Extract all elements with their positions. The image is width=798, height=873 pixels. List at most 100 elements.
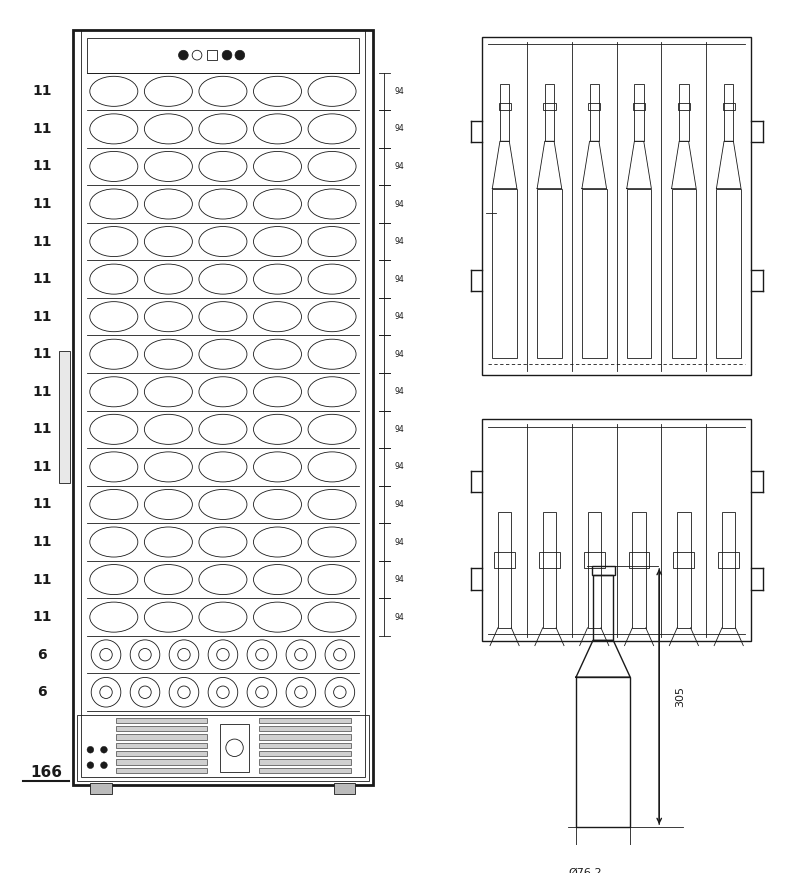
Bar (717, 189, 741, 358)
Bar (259, 767, 350, 773)
Text: 94: 94 (394, 388, 404, 396)
Text: 11: 11 (32, 160, 52, 174)
Bar (220, 724, 249, 772)
Bar (587, 512, 601, 628)
Text: 11: 11 (32, 272, 52, 286)
Text: 11: 11 (32, 423, 52, 436)
Text: 11: 11 (32, 573, 52, 587)
Bar (539, 552, 560, 567)
Bar (723, 103, 735, 110)
Text: 94: 94 (394, 500, 404, 509)
Bar (629, 552, 650, 567)
Bar (259, 743, 350, 748)
Circle shape (101, 762, 108, 768)
Bar (259, 751, 350, 756)
Text: 11: 11 (32, 347, 52, 361)
Bar (116, 760, 207, 765)
Bar (207, 50, 217, 60)
Text: 94: 94 (394, 200, 404, 209)
Text: 11: 11 (32, 235, 52, 249)
Text: 94: 94 (394, 237, 404, 246)
Text: 94: 94 (394, 162, 404, 171)
Text: 94: 94 (394, 425, 404, 434)
Text: 11: 11 (32, 385, 52, 399)
Bar (678, 512, 690, 628)
Bar (86, 38, 359, 72)
Circle shape (222, 51, 232, 60)
Bar (116, 767, 207, 773)
Text: 94: 94 (394, 124, 404, 134)
Bar (500, 84, 509, 141)
Text: 94: 94 (394, 575, 404, 584)
Bar (116, 751, 207, 756)
Bar (537, 189, 562, 358)
Bar (633, 103, 645, 110)
Bar (492, 189, 517, 358)
Bar (499, 103, 511, 110)
Bar (593, 574, 614, 641)
Circle shape (235, 51, 245, 60)
Bar (576, 677, 630, 827)
Bar (482, 37, 751, 375)
Bar (116, 726, 207, 732)
Bar (116, 718, 207, 723)
Text: 11: 11 (32, 310, 52, 324)
Bar (81, 30, 365, 777)
Text: 11: 11 (32, 610, 52, 624)
Text: 94: 94 (394, 350, 404, 359)
Bar (543, 512, 556, 628)
Text: 11: 11 (32, 460, 52, 474)
Circle shape (87, 746, 94, 753)
Circle shape (101, 746, 108, 753)
Bar (494, 552, 515, 567)
Bar (591, 566, 614, 574)
Text: 11: 11 (32, 122, 52, 136)
Bar (582, 189, 606, 358)
Text: 94: 94 (394, 463, 404, 471)
Bar (626, 189, 651, 358)
Circle shape (87, 762, 94, 768)
Bar (116, 734, 207, 739)
Bar (259, 718, 350, 723)
Bar (545, 84, 554, 141)
Bar (73, 30, 373, 785)
Circle shape (179, 51, 188, 60)
Bar (482, 419, 751, 642)
Bar (590, 84, 599, 141)
Text: 305: 305 (674, 686, 685, 707)
Text: Ø76.2: Ø76.2 (568, 868, 602, 873)
Text: 94: 94 (394, 313, 404, 321)
Bar (90, 782, 112, 794)
Bar (59, 351, 70, 483)
Bar (679, 84, 689, 141)
Text: 11: 11 (32, 197, 52, 211)
Bar (634, 84, 644, 141)
Bar (543, 103, 555, 110)
Text: 11: 11 (32, 535, 52, 549)
Text: 6: 6 (38, 685, 47, 699)
Bar (259, 734, 350, 739)
Bar (588, 103, 600, 110)
Bar (724, 84, 733, 141)
Text: 94: 94 (394, 275, 404, 284)
Text: 6: 6 (38, 648, 47, 662)
Bar (672, 189, 696, 358)
Bar (718, 552, 739, 567)
Text: 94: 94 (394, 613, 404, 622)
Bar (584, 552, 605, 567)
Bar (632, 512, 646, 628)
Bar (498, 512, 512, 628)
Text: 11: 11 (32, 85, 52, 99)
Text: 94: 94 (394, 86, 404, 96)
Text: 11: 11 (32, 498, 52, 512)
Bar (116, 743, 207, 748)
Bar (259, 726, 350, 732)
Bar (678, 103, 690, 110)
Bar (77, 715, 369, 780)
Text: 94: 94 (394, 538, 404, 546)
Text: 166: 166 (30, 765, 62, 780)
Bar (334, 782, 355, 794)
Bar (722, 512, 736, 628)
Bar (259, 760, 350, 765)
Bar (674, 552, 694, 567)
